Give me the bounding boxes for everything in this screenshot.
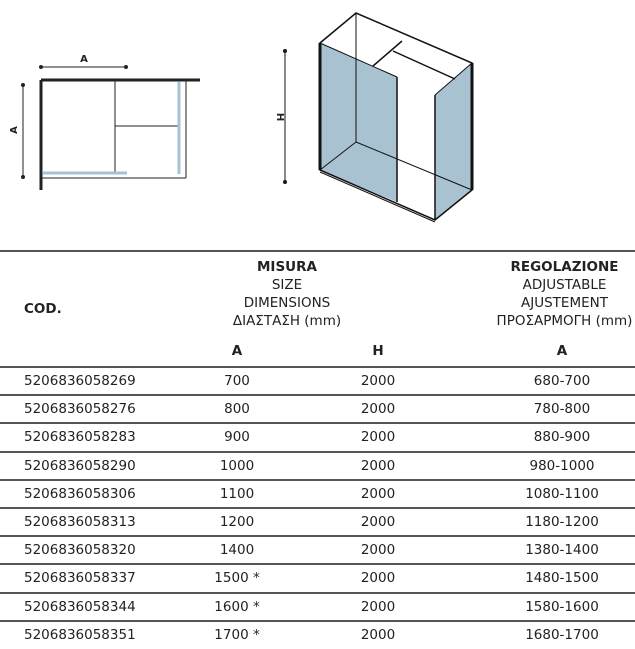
adjustment-range: 880-900 — [533, 429, 591, 446]
plan-width-label: A — [80, 54, 88, 65]
size-a: 1700 * — [214, 626, 260, 643]
table-row: 5206836058320 1400 2000 1380-1400 — [0, 536, 635, 564]
size-h: 2000 — [360, 457, 396, 474]
size-h: 2000 — [360, 429, 396, 446]
size-a: 1600 * — [214, 598, 260, 615]
row-divider — [0, 563, 635, 566]
product-code: 5206836058351 — [24, 626, 136, 643]
size-h: 2000 — [360, 626, 396, 643]
row-divider — [0, 507, 635, 509]
adjustment-range: 1580-1600 — [525, 598, 599, 615]
size-header: MISURA SIZE DIMENSIONS ΔΙΑΣΤΑΣΗ (mm) — [232, 259, 342, 329]
perspective-view-drawing: H — [274, 12, 474, 223]
size-h-header: H — [372, 343, 384, 359]
sub-header-row: A H A — [0, 337, 635, 365]
product-code: 5206836058337 — [24, 570, 136, 587]
table-row: 5206836058351 1700 * 2000 1680-1700 — [0, 621, 635, 649]
product-code: 5206836058344 — [24, 598, 136, 615]
table-row: 5206836058344 1600 * 2000 1580-1600 — [0, 593, 635, 621]
size-h: 2000 — [360, 373, 396, 389]
product-code: 5206836058276 — [24, 401, 136, 418]
table-row: 5206836058313 1200 2000 1180-1200 — [0, 508, 635, 536]
size-h: 2000 — [360, 485, 396, 502]
row-divider — [0, 366, 635, 368]
size-a: 800 — [224, 401, 250, 418]
size-a: 1200 — [219, 514, 255, 530]
adjustment-range: 1080-1100 — [525, 485, 599, 502]
size-a: 1100 — [219, 485, 255, 502]
size-h: 2000 — [360, 542, 396, 559]
adjustment-range: 1380-1400 — [525, 542, 599, 559]
table-row: 5206836058269 700 2000 680-700 — [0, 367, 635, 395]
size-h: 2000 — [360, 514, 396, 530]
table-top-rule — [0, 250, 635, 252]
adjustment-range: 1680-1700 — [525, 626, 599, 643]
adjustment-range: 980-1000 — [529, 457, 595, 474]
table-row: 5206836058290 1000 2000 980-1000 — [0, 452, 635, 480]
row-divider — [0, 450, 635, 453]
size-a: 700 — [224, 373, 250, 389]
size-a: 1000 — [219, 457, 255, 474]
size-h: 2000 — [360, 570, 396, 587]
adjustment-range: 780-800 — [533, 401, 591, 418]
product-code: 5206836058320 — [24, 542, 136, 559]
adjustment-range: 1180-1200 — [525, 514, 599, 530]
size-a: 900 — [224, 429, 250, 446]
plan-depth-label: A — [9, 126, 20, 134]
product-code: 5206836058283 — [24, 429, 136, 446]
size-a-header: A — [231, 343, 243, 359]
plan-view-drawing: A A — [9, 54, 200, 190]
row-divider — [0, 535, 635, 538]
table-row: 5206836058276 800 2000 780-800 — [0, 395, 635, 423]
row-divider — [0, 478, 635, 481]
row-divider — [0, 394, 635, 397]
adjust-a-header: A — [556, 343, 568, 359]
row-divider — [0, 619, 635, 622]
table-row: 5206836058337 1500 * 2000 1480-1500 — [0, 564, 635, 592]
product-code: 5206836058269 — [24, 373, 136, 389]
height-label: H — [274, 113, 285, 121]
size-h: 2000 — [360, 401, 396, 418]
row-divider — [0, 422, 635, 425]
technical-drawings: A A H — [9, 12, 474, 223]
size-a: 1400 — [219, 542, 255, 559]
product-code: 5206836058290 — [24, 457, 136, 474]
table-row: 5206836058306 1100 2000 1080-1100 — [0, 480, 635, 508]
adjustment-range: 680-700 — [533, 373, 591, 389]
size-a: 1500 * — [214, 570, 260, 587]
product-code: 5206836058313 — [24, 514, 136, 530]
code-header: COD. — [24, 301, 62, 317]
row-divider — [0, 591, 635, 594]
product-code: 5206836058306 — [24, 485, 136, 502]
adjustment-range: 1480-1500 — [525, 570, 599, 587]
adjustment-header: REGOLAZIONE ADJUSTABLE AJUSTEMENT ΠΡΟΣΑΡ… — [496, 259, 633, 329]
table-row: 5206836058283 900 2000 880-900 — [0, 423, 635, 451]
size-h: 2000 — [360, 598, 396, 615]
